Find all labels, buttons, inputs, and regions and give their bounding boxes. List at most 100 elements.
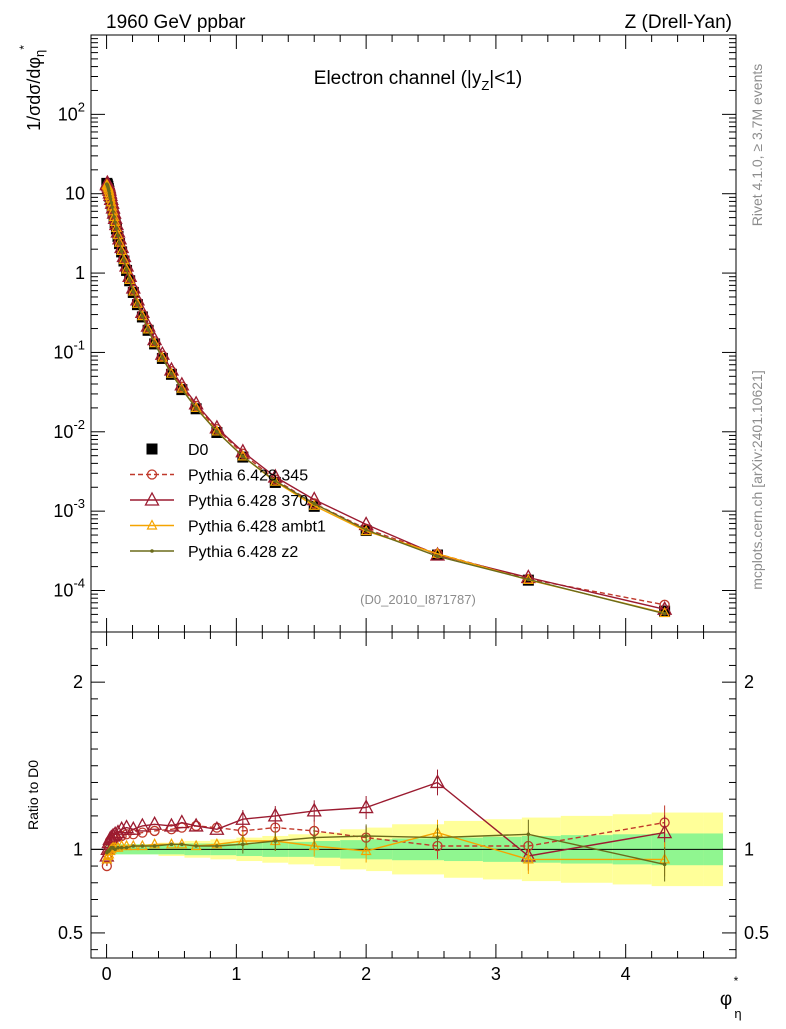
ratio-point [526, 832, 531, 837]
ratio-tick-label: 0.5 [58, 923, 83, 943]
ratio-tick-label: 1 [73, 839, 83, 859]
main-point [127, 278, 132, 283]
legend-label: Pythia 6.428 z2 [188, 544, 298, 561]
y-tick-label: 10-1 [53, 337, 85, 362]
main-point [190, 401, 202, 413]
ratio-point [235, 810, 251, 825]
main-point [142, 323, 154, 334]
main-point [156, 351, 168, 362]
main-point [112, 215, 116, 219]
ratio-point [241, 842, 245, 847]
ratio-point [107, 825, 123, 840]
main-point [169, 371, 174, 376]
svg-text:Electron channel (|yZ|<1): Electron channel (|yZ|<1) [314, 68, 522, 93]
ratio-point [180, 842, 184, 847]
ratio-point [215, 844, 219, 848]
y-tick-label: 10-2 [53, 417, 85, 442]
legend-label: Pythia 6.428 ambt1 [188, 519, 326, 536]
legend-marker [146, 443, 158, 455]
ratio-point [105, 827, 121, 842]
main-point [526, 577, 531, 582]
y-tick-label: 102 [58, 99, 85, 124]
main-point [194, 406, 198, 411]
ratio-point [429, 774, 446, 789]
svg-text:φ: φ [720, 989, 732, 1010]
ratio-tick-label-right: 1 [744, 839, 754, 859]
ratio-point [149, 825, 160, 837]
ratio-point [308, 839, 320, 851]
ratio-point [657, 824, 673, 839]
main-point [109, 200, 114, 205]
main-point [122, 258, 126, 263]
main-point [273, 479, 278, 483]
ratio-point [113, 847, 117, 852]
main-point [146, 327, 150, 332]
main-point [135, 302, 140, 307]
legend-label: Pythia 6.428 345 [188, 468, 308, 485]
legend-marker [146, 469, 158, 480]
main-point [114, 236, 126, 247]
ratio-point [163, 817, 180, 832]
svg-text:*: * [734, 974, 739, 988]
main-point [114, 226, 119, 231]
main-point [118, 253, 130, 265]
main-point [131, 290, 136, 294]
ratio-axis-title: Ratio to D0 [25, 760, 41, 830]
main-point [269, 475, 281, 486]
main-point [662, 611, 667, 616]
ratio-point [136, 839, 148, 851]
ratio-point [312, 835, 317, 840]
ratio-point [101, 853, 113, 864]
ratio-point [121, 839, 133, 851]
main-point [215, 429, 219, 434]
main-point [152, 341, 157, 346]
main-point [520, 569, 536, 584]
x-tick-label: 2 [361, 964, 371, 984]
legend-marker [144, 491, 160, 506]
ratio-point [103, 829, 119, 844]
main-point [180, 387, 184, 391]
ratio-tick-label: 2 [73, 672, 83, 692]
main-point [435, 554, 440, 559]
main-point [108, 197, 113, 201]
legend: D0 Pythia 6.428 345 Pythia 6.428 370 Pythia… [130, 442, 326, 561]
legend-label: D0 [188, 442, 209, 459]
main-point [113, 220, 117, 225]
channel-title: Electron channel (|yZ|<1) [314, 68, 522, 93]
main-point [119, 249, 124, 254]
main-point [160, 356, 165, 360]
main-point [121, 263, 133, 274]
main-point [176, 382, 188, 393]
ratio-point [435, 835, 440, 840]
main-point [136, 309, 148, 321]
ratio-point [358, 799, 374, 814]
ratio-point [114, 820, 130, 835]
ratio-point [306, 802, 322, 817]
main-point [165, 367, 177, 378]
main-point [241, 454, 245, 459]
ratio-point [174, 814, 190, 829]
source-label: mcplots.cern.ch [arXiv:2401.10621] [749, 370, 765, 589]
x-tick-label: 4 [621, 964, 631, 984]
ratio-point [118, 819, 135, 834]
main-point [364, 528, 368, 532]
main-point [140, 314, 145, 319]
legend-marker [146, 519, 158, 530]
ratio-point [662, 862, 667, 867]
main-point [108, 194, 112, 199]
x-axis-title: φ * η [720, 974, 742, 1021]
y-tick-label: 1 [75, 263, 85, 283]
main-point [211, 425, 223, 436]
x-tick-label: 0 [102, 964, 112, 984]
main-point [659, 599, 670, 610]
ratio-plot-border [90, 631, 737, 959]
ratio-point [273, 839, 278, 843]
y-tick-label: 10-3 [53, 496, 85, 521]
ratio-point [209, 820, 225, 835]
svg-text:1/σdσ/dφη*: 1/σdσ/dφη* [17, 45, 47, 131]
top-plot-border [90, 34, 737, 633]
ratio-point [152, 844, 157, 848]
main-point [107, 191, 112, 196]
legend-marker [150, 549, 154, 553]
